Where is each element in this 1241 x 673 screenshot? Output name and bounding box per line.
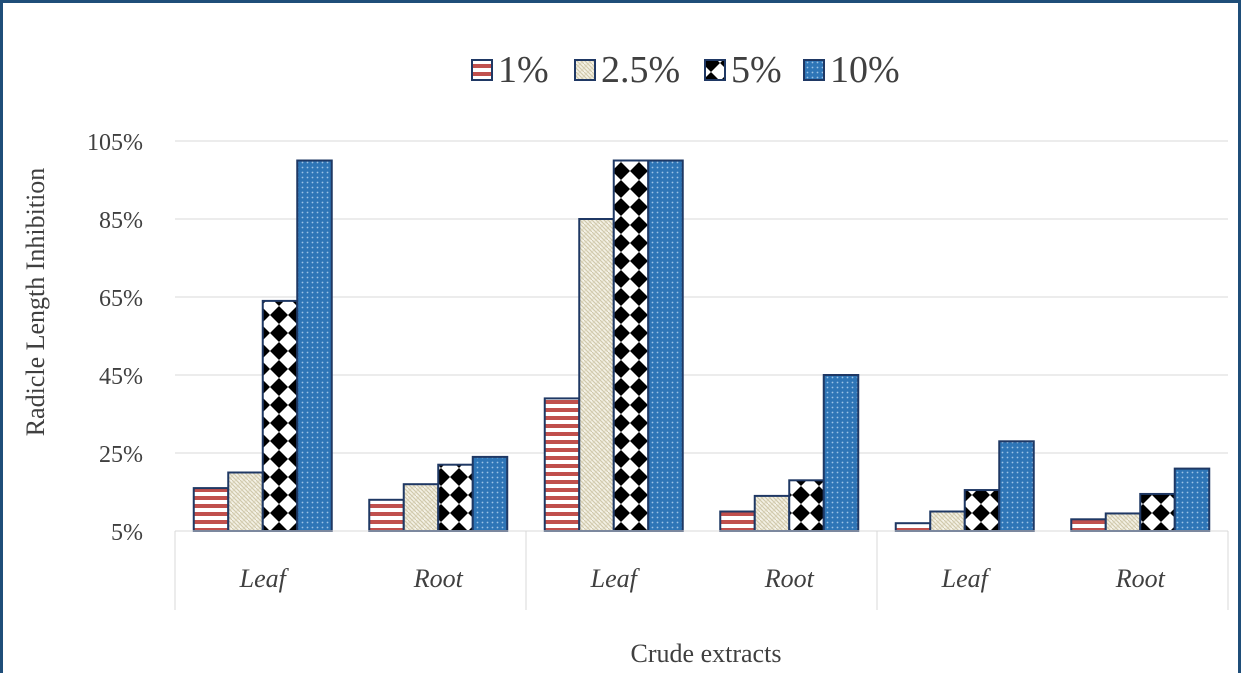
x-axis: Leaf Root Leaf Root Leaf Root (174, 530, 1229, 610)
bar (543, 397, 581, 532)
legend-swatch (803, 59, 825, 81)
bar (192, 487, 230, 533)
y-tick-label: 105% (87, 130, 143, 156)
x-category-label: Root (413, 564, 464, 593)
y-tick-label: 5% (111, 520, 143, 546)
bar (471, 455, 509, 532)
bar (963, 489, 1001, 532)
y-tick-label: 25% (99, 442, 143, 468)
bar (1070, 518, 1107, 532)
legend-label: 10% (830, 49, 900, 91)
bar (753, 494, 791, 532)
bar (1139, 492, 1176, 533)
bar (296, 159, 333, 532)
bar (788, 479, 825, 532)
bar (227, 471, 264, 532)
bar (822, 374, 860, 532)
y-tick-label: 85% (99, 208, 143, 234)
legend-label: 5% (731, 49, 782, 91)
bars (192, 159, 1211, 533)
legend-swatch (704, 59, 726, 81)
y-tick-label: 45% (99, 364, 143, 390)
bar (578, 218, 615, 532)
legend-swatch (471, 59, 493, 81)
bar (1173, 467, 1211, 533)
x-category-label: Root (1115, 564, 1166, 593)
x-category-label: Leaf (590, 564, 641, 593)
x-category-label: Leaf (239, 564, 290, 593)
legend-swatch (574, 59, 596, 81)
bar (647, 159, 684, 532)
legend-label: 2.5% (601, 49, 680, 91)
gridlines (175, 140, 1228, 454)
bar (402, 483, 440, 533)
bar (929, 510, 966, 532)
y-axis-title: Radicle Length Inhibition (21, 168, 50, 437)
bar (437, 463, 474, 533)
bar (719, 510, 756, 532)
legend-label: 1% (498, 49, 549, 91)
bar (998, 440, 1035, 532)
y-tick-labels: 5% 25% 45% 65% 85% 105% (87, 130, 143, 546)
x-category-label: Root (764, 564, 815, 593)
bar (1104, 512, 1142, 533)
bar (612, 159, 650, 532)
y-tick-label: 65% (99, 286, 143, 312)
bar (261, 299, 299, 532)
legend: 1% 2.5% 5% 10% (471, 49, 900, 91)
x-category-label: Leaf (941, 564, 992, 593)
bar (894, 522, 932, 533)
x-axis-title: Crude extracts (631, 639, 782, 668)
bar (368, 498, 405, 532)
